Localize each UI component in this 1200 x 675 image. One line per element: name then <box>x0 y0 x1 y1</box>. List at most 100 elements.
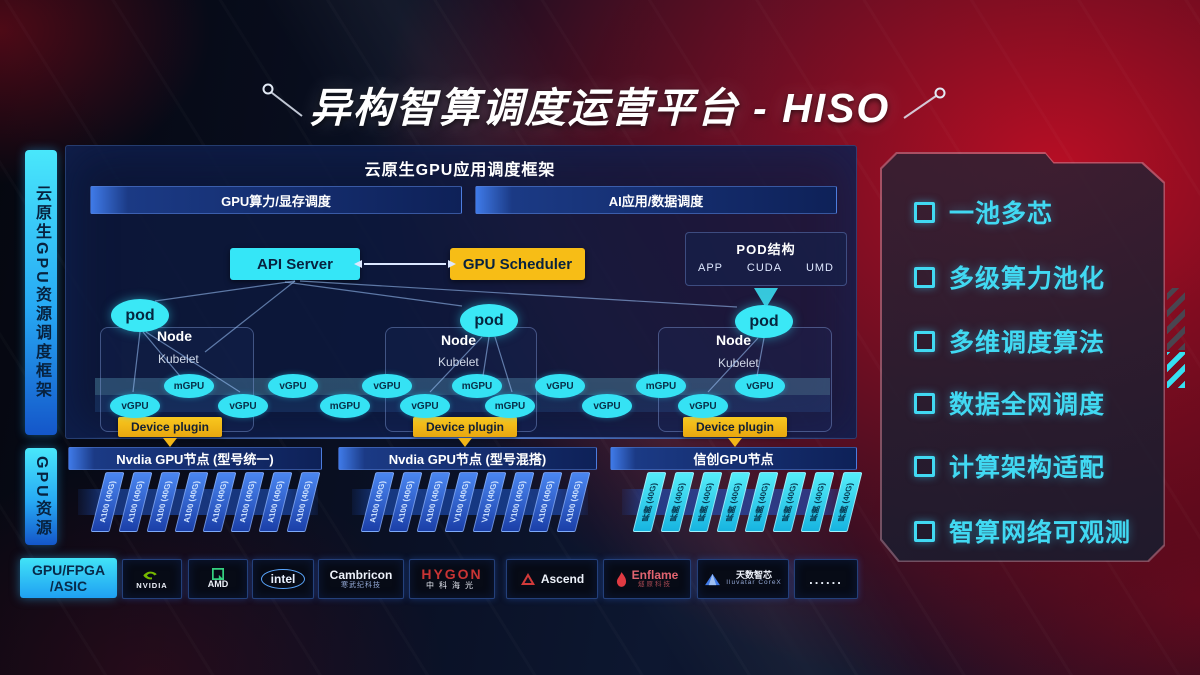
gpu-unit-ellipse: vGPU <box>535 374 585 398</box>
vendor-tile-intel: intel <box>252 559 314 599</box>
gpu-card: 昇腾 (40G) <box>688 472 723 532</box>
gpu-unit-ellipse: vGPU <box>678 394 728 418</box>
gpu-card: 昇腾 (40G) <box>772 472 807 532</box>
gpu-node-bar: Nvdia GPU节点 (型号统一) <box>68 447 322 470</box>
feature-item: 一池多芯 <box>914 196 1053 228</box>
gpu-card: A100 (40G) <box>528 472 563 532</box>
gpu-unit-ellipse: mGPU <box>636 374 686 398</box>
gpu-unit-ellipse: vGPU <box>218 394 268 418</box>
gpu-card-stack: A100 (40G) A100 (40G) A100 (40G) A100 (40G)… <box>90 472 321 532</box>
gpu-unit-ellipse: vGPU <box>582 394 632 418</box>
gpu-unit-ellipse: vGPU <box>268 374 318 398</box>
gpu-card: 昇腾 (40G) <box>660 472 695 532</box>
pod-structure-item: APP <box>698 262 724 274</box>
sidebar-gpu-resource-bar: GPU资源 <box>25 448 57 545</box>
device-plugin-box: Device plugin <box>683 417 787 437</box>
square-bullet-icon <box>914 392 935 414</box>
gpu-card: V100 (40G) <box>500 472 535 532</box>
feature-label: 数据全网调度 <box>949 391 1106 419</box>
square-bullet-icon <box>914 330 935 352</box>
gpu-unit-ellipse: mGPU <box>452 374 502 398</box>
node-label: Node <box>441 332 476 348</box>
square-bullet-icon <box>914 455 935 477</box>
hardware-line2: /ASIC <box>49 578 88 594</box>
intel-logo: intel <box>260 569 306 589</box>
panel-divider <box>65 437 855 439</box>
square-bullet-icon <box>914 266 935 288</box>
ascend-icon <box>520 573 535 585</box>
node-label: Node <box>716 332 751 348</box>
nvidia-icon <box>143 571 157 579</box>
gpu-card: V100 (40G) <box>444 472 479 532</box>
framework-header: 云原生GPU应用调度框架 <box>364 162 556 179</box>
pod-structure-item: UMD <box>805 262 834 274</box>
device-plugin-box: Device plugin <box>118 417 222 437</box>
square-bullet-icon <box>914 201 935 223</box>
pod-ellipse: pod <box>735 305 793 338</box>
gpu-unit-ellipse: vGPU <box>400 394 450 418</box>
vendor-tile-iluvatar: 天数智芯 Iluvatar CoreX <box>697 559 789 599</box>
vendor-tile-ascend: Ascend <box>506 559 598 599</box>
sidebar-gpu-resource-label: GPU资源 <box>33 455 50 538</box>
hazard-stripes-cyan <box>1167 352 1185 388</box>
feature-label: 计算架构适配 <box>949 454 1106 482</box>
pod-structure-title: POD结构 <box>736 242 796 257</box>
lane-gpu-compute-scheduling: GPU算力/显存调度 <box>90 186 462 214</box>
pod-ellipse: pod <box>460 304 518 337</box>
enflame-icon <box>616 571 626 587</box>
sidebar-framework-label: 云原生GPU资源调度框架 <box>33 185 50 400</box>
gpu-node-bar: Nvdia GPU节点 (型号混搭) <box>338 447 597 470</box>
gpu-scheduler-box: GPU Scheduler <box>450 248 585 280</box>
vendor-tile-nvidia: NVIDIA <box>122 559 182 599</box>
vendor-tile-amd: AMD <box>188 559 248 599</box>
gpu-card: A100 (40G) <box>174 472 209 532</box>
gpu-node-bar: 信创GPU节点 <box>610 447 857 470</box>
kubelet-label: Kubelet <box>438 355 479 369</box>
hardware-line1: GPU/FPGA <box>31 561 106 578</box>
feature-label: 智算网络可观测 <box>949 519 1132 547</box>
feature-item: 多级算力池化 <box>914 261 1105 293</box>
gpu-unit-ellipse: mGPU <box>485 394 535 418</box>
gpu-card: 昇腾 (40G) <box>800 472 835 532</box>
gpu-card: 昇腾 (40G) <box>716 472 751 532</box>
feature-label: 多维调度算法 <box>949 329 1106 357</box>
gpu-card: 昇腾 (40G) <box>828 472 863 532</box>
gpu-card: A100 (40G) <box>202 472 237 532</box>
kubelet-label: Kubelet <box>158 352 199 366</box>
feature-label: 多级算力池化 <box>949 265 1106 293</box>
device-plugin-box: Device plugin <box>413 417 517 437</box>
node-label: Node <box>157 328 192 344</box>
hardware-types-box: GPU/FPGA /ASIC <box>20 558 117 598</box>
sidebar-framework-bar: 云原生GPU资源调度框架 <box>25 150 57 435</box>
hazard-stripes-gray <box>1167 288 1185 350</box>
gpu-card-stack: 昇腾 (40G) 昇腾 (40G) 昇腾 (40G) 昇腾 (40G) 昇腾 (40G)… <box>632 472 863 532</box>
gpu-card: A100 (40G) <box>388 472 423 532</box>
pod-structure-box: POD结构 APP CUDA UMD <box>685 232 847 286</box>
gpu-card: A100 (40G) <box>230 472 265 532</box>
feature-item: 智算网络可观测 <box>914 515 1131 547</box>
pod-structure-items: APP CUDA UMD <box>686 258 846 274</box>
vendor-tile-more: ...... <box>794 559 858 599</box>
gpu-card: A100 (40G) <box>146 472 181 532</box>
gpu-unit-ellipse: mGPU <box>320 394 370 418</box>
iluvatar-icon <box>705 573 721 585</box>
api-server-box: API Server <box>230 248 360 280</box>
square-bullet-icon <box>914 520 935 542</box>
feature-item: 数据全网调度 <box>914 387 1105 419</box>
lane-ai-data-scheduling: AI应用/数据调度 <box>475 186 837 214</box>
feature-item: 多维调度算法 <box>914 325 1105 357</box>
amd-icon <box>212 568 224 581</box>
vendor-tile-enflame: Enflame 燧原科技 <box>603 559 691 599</box>
gpu-card-stack: A100 (40G) A100 (40G) A100 (40G) V100 (40G)… <box>360 472 591 532</box>
page-title: 异构智算调度运营平台 - HISO <box>309 85 891 131</box>
gpu-card: 昇腾 (40G) <box>744 472 779 532</box>
hygon-logo: HYGON <box>421 566 483 583</box>
gpu-unit-ellipse: vGPU <box>735 374 785 398</box>
pod-ellipse: pod <box>111 299 169 332</box>
gpu-card: V100 (40G) <box>472 472 507 532</box>
gpu-card: A100 (40G) <box>118 472 153 532</box>
vendor-tile-hygon: HYGON 中科海光 <box>409 559 495 599</box>
feature-item: 计算架构适配 <box>914 450 1105 482</box>
gpu-unit-ellipse: mGPU <box>164 374 214 398</box>
